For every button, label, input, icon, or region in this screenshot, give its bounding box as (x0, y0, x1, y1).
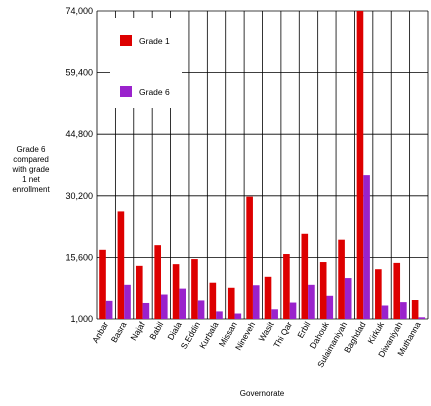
bar-grade-1-anbar (99, 249, 106, 319)
legend-swatch-2 (120, 86, 132, 97)
y-tick-label: 1,000 (70, 314, 93, 324)
y-axis-title-line: Grade 6 (17, 145, 46, 154)
bar-grade-1-kirkuk (375, 269, 382, 319)
bar-grade-1-nineveh (246, 196, 253, 319)
bar-grade-1-basra (117, 211, 125, 319)
bar-grade-1-diala (172, 264, 180, 319)
bar-grade-6-nineveh (252, 285, 260, 319)
bar-grade-1-muthanna (411, 300, 419, 319)
y-tick-label: 15,600 (65, 252, 93, 262)
bar-grade-6-baghdad (363, 175, 370, 319)
x-axis-title: Governorate (240, 389, 285, 398)
y-axis-title-line: compared (13, 155, 49, 164)
bar-grade-1-wasit (264, 276, 272, 319)
x-tick-label: Babil (147, 320, 165, 341)
bar-grade-6-diwaniyah (400, 302, 407, 319)
x-tick-label: Diala (165, 320, 183, 342)
bar-grade-6-wasit (271, 309, 278, 319)
legend-swatch-1 (120, 35, 132, 46)
legend-label-1: Grade 1 (139, 36, 170, 46)
y-tick-label: 44,800 (65, 129, 93, 139)
bar-grade-1-thi-qar (283, 254, 290, 319)
x-tick-label: Thi Qar (271, 320, 294, 350)
bar-grade-6-anbar (105, 300, 113, 319)
bar-grade-6-najaf (142, 302, 150, 319)
bar-grade-6-erbil (308, 284, 315, 319)
bar-grade-6-diala (179, 288, 187, 319)
bar-grade-1-kurbala (209, 282, 217, 319)
x-tick-label: Anbar (90, 320, 110, 345)
legend-label-2: Grade 6 (139, 87, 170, 97)
x-tick-label: Najaf (128, 319, 147, 342)
bar-grade-6-sulaimaniyah (344, 278, 352, 319)
bar-grade-1-sulaimaniyah (338, 239, 345, 319)
bar-grade-1-s-eddin (191, 259, 198, 319)
y-axis-title-line: with grade (12, 165, 50, 174)
bar-grade-6-s-eddin (197, 300, 205, 319)
bar-grade-6-kirkuk (381, 305, 389, 319)
bar-grade-1-diwaniyah (393, 262, 401, 319)
x-tick-label: Erbil (295, 320, 312, 340)
bar-grade-6-muthanna (418, 317, 426, 319)
bar-grade-6-kurbala (216, 311, 223, 319)
bar-grade-1-missan (227, 287, 235, 319)
bar-grade-6-babil (160, 294, 168, 319)
bar-grade-1-baghdad (356, 11, 364, 319)
y-tick-label: 59,400 (65, 68, 93, 78)
bar-grade-6-dahouk (326, 295, 334, 319)
bar-grade-6-missan (234, 313, 242, 319)
bar-grade-1-dahouk (319, 262, 327, 319)
x-tick-label: Basra (109, 320, 129, 344)
bar-grade-1-babil (154, 245, 161, 319)
bar-grade-6-thi-qar (289, 302, 297, 319)
y-tick-label: 30,200 (65, 191, 93, 201)
y-axis-title-line: 1 net (22, 175, 41, 184)
bar-grade-1-erbil (301, 233, 309, 319)
y-tick-label: 74,000 (65, 6, 93, 16)
y-axis-title-line: enrollment (12, 185, 50, 194)
bar-grade-1-najaf (135, 265, 143, 319)
bar-grade-6-basra (124, 284, 131, 319)
